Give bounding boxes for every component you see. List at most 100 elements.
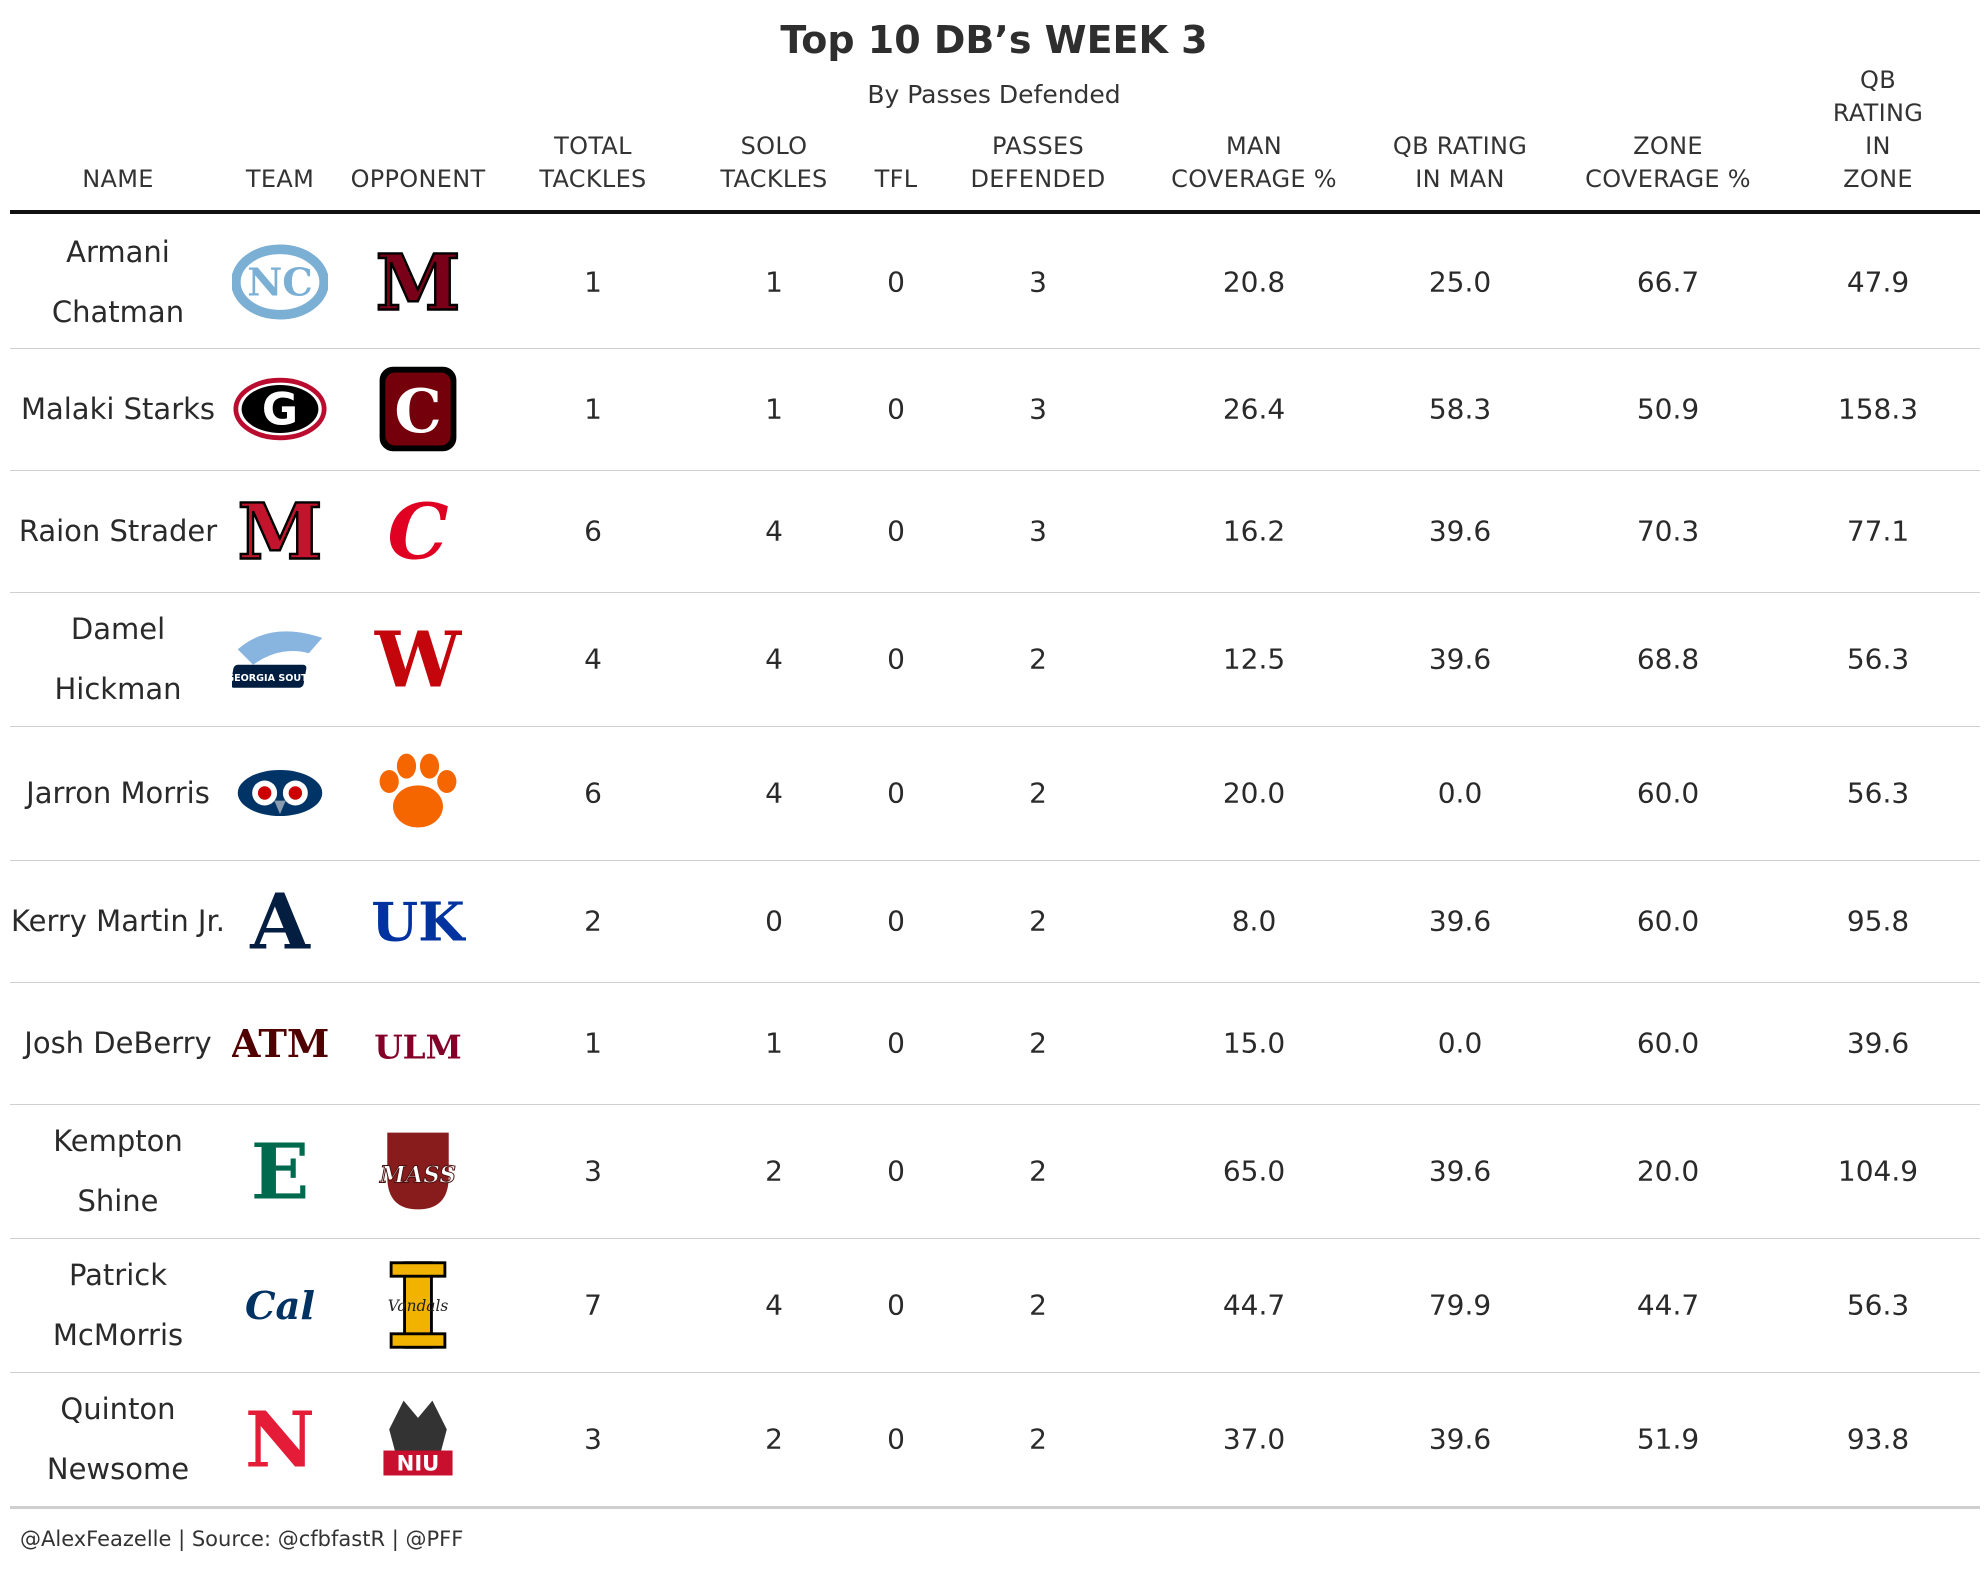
player-name: Armani Chatman bbox=[51, 235, 185, 329]
cell-man-coverage: 8.0 bbox=[1231, 904, 1277, 938]
umass-logo: MASS bbox=[370, 1123, 466, 1219]
cell-qb-rating-zone: 158.3 bbox=[1837, 392, 1919, 426]
cell-qb-rating-zone: 56.3 bbox=[1846, 776, 1910, 810]
eastern-michigan-logo: E bbox=[232, 1123, 328, 1219]
cell-qb-rating-man: 0.0 bbox=[1437, 776, 1483, 810]
cell-total-tackles: 4 bbox=[584, 642, 602, 676]
cell-qb-rating-man: 39.6 bbox=[1428, 1422, 1492, 1456]
team-logo-icon bbox=[237, 769, 323, 817]
cell-qb-rating-zone: 56.3 bbox=[1846, 642, 1910, 676]
cell-solo-tackles: 4 bbox=[765, 642, 783, 676]
cell-zone-coverage: 66.7 bbox=[1636, 265, 1700, 299]
chart-title: Top 10 DB’s WEEK 3 bbox=[780, 18, 1208, 62]
cell-solo-tackles: 4 bbox=[765, 514, 783, 548]
cell-solo-tackles: 1 bbox=[765, 265, 783, 299]
opponent-logo-icon: C bbox=[379, 366, 457, 452]
header-total-tackles: TOTAL TACKLES bbox=[539, 132, 647, 193]
svg-text:NC: NC bbox=[247, 260, 313, 305]
table-header: NAME TEAM OPPONENT TOTAL TACKLES SOLO TA… bbox=[10, 66, 1980, 214]
cell-qb-rating-man: 79.9 bbox=[1428, 1288, 1492, 1322]
cell-tfl: 0 bbox=[887, 1154, 905, 1188]
clemson-paw-logo bbox=[370, 745, 466, 841]
opponent-logo-icon: MASS bbox=[378, 1132, 457, 1210]
cell-zone-coverage: 44.7 bbox=[1636, 1288, 1700, 1322]
table-row: Kempton Shine E MASS 3 2 0 2 65.0 39.6 20.0 104.9 bbox=[10, 1104, 1980, 1239]
cell-tfl: 0 bbox=[887, 776, 905, 810]
cell-man-coverage: 12.5 bbox=[1222, 642, 1286, 676]
cell-solo-tackles: 2 bbox=[765, 1422, 783, 1456]
south-carolina-logo: C bbox=[370, 361, 466, 457]
header-solo-tackles: SOLO TACKLES bbox=[720, 132, 828, 193]
cal-logo: Cal bbox=[232, 1257, 328, 1353]
cell-total-tackles: 1 bbox=[584, 265, 602, 299]
cell-total-tackles: 1 bbox=[584, 1026, 602, 1060]
opponent-logo-icon: ULM bbox=[374, 1027, 462, 1066]
table-row: Josh DeBerry ATM ULM 1 1 0 2 15.0 0.0 60.0 39.6 bbox=[10, 982, 1980, 1105]
svg-text:M: M bbox=[238, 488, 323, 578]
cell-zone-coverage: 60.0 bbox=[1636, 776, 1700, 810]
cincinnati-logo: C bbox=[370, 483, 466, 579]
ulm-logo: ULM bbox=[370, 995, 466, 1091]
table-row: Raion Strader M C 6 4 0 3 16.2 39.6 70.3 77.1 bbox=[10, 470, 1980, 593]
svg-text:W: W bbox=[374, 616, 463, 706]
cell-solo-tackles: 1 bbox=[765, 392, 783, 426]
cell-qb-rating-zone: 77.1 bbox=[1846, 514, 1910, 548]
player-name: Kempton Shine bbox=[53, 1124, 183, 1218]
cell-man-coverage: 65.0 bbox=[1222, 1154, 1286, 1188]
cell-zone-coverage: 68.8 bbox=[1636, 642, 1700, 676]
opponent-logo-icon: Vandals bbox=[388, 1261, 448, 1349]
team-logo-icon: GEORGIA SOUTHERN bbox=[232, 631, 328, 688]
cell-passes-defended: 2 bbox=[1029, 904, 1047, 938]
cell-passes-defended: 3 bbox=[1029, 392, 1047, 426]
team-logo-icon: G bbox=[233, 377, 327, 441]
player-name: Raion Strader bbox=[18, 514, 218, 548]
player-name: Patrick McMorris bbox=[52, 1258, 184, 1352]
cell-qb-rating-man: 0.0 bbox=[1437, 1026, 1483, 1060]
cell-zone-coverage: 20.0 bbox=[1636, 1154, 1700, 1188]
cell-tfl: 0 bbox=[887, 642, 905, 676]
player-name: Josh DeBerry bbox=[24, 1026, 212, 1060]
team-logo-icon: E bbox=[251, 1128, 310, 1218]
cell-zone-coverage: 60.0 bbox=[1636, 1026, 1700, 1060]
table-row: Kerry Martin Jr. A UK 2 0 0 2 8.0 39.6 60.0 95.8 bbox=[10, 860, 1980, 983]
cell-qb-rating-zone: 39.6 bbox=[1846, 1026, 1910, 1060]
cell-solo-tackles: 4 bbox=[765, 776, 783, 810]
header-qb-rating-zone: QB RATING IN ZONE bbox=[1832, 66, 1924, 193]
svg-text:GEORGIA SOUTHERN: GEORGIA SOUTHERN bbox=[232, 673, 328, 684]
cell-tfl: 0 bbox=[887, 1288, 905, 1322]
wisconsin-logo: W bbox=[370, 611, 466, 707]
table-row: Jarron Morris 6 4 0 2 20.0 0.0 60.0 56.3 bbox=[10, 726, 1980, 861]
cell-tfl: 0 bbox=[887, 904, 905, 938]
svg-text:E: E bbox=[251, 1128, 310, 1218]
cell-qb-rating-zone: 56.3 bbox=[1846, 1288, 1910, 1322]
opponent-logo-icon bbox=[379, 753, 457, 828]
svg-text:N: N bbox=[245, 1396, 315, 1486]
cell-qb-rating-man: 39.6 bbox=[1428, 514, 1492, 548]
svg-text:A: A bbox=[249, 878, 311, 968]
cell-qb-rating-man: 39.6 bbox=[1428, 642, 1492, 676]
player-name: Malaki Starks bbox=[20, 392, 216, 426]
svg-text:ULM: ULM bbox=[374, 1027, 462, 1066]
minnesota-logo: M bbox=[370, 234, 466, 330]
georgia-logo: G bbox=[232, 361, 328, 457]
player-name: Quinton Newsome bbox=[46, 1392, 190, 1486]
cell-qb-rating-zone: 93.8 bbox=[1846, 1422, 1910, 1456]
cell-qb-rating-zone: 47.9 bbox=[1846, 265, 1910, 299]
akron-logo: A bbox=[232, 873, 328, 969]
cell-qb-rating-man: 25.0 bbox=[1428, 265, 1492, 299]
header-qb-rating-man: QB RATING IN MAN bbox=[1392, 132, 1528, 193]
table-row: Malaki Starks G C 1 1 0 3 26.4 58.3 50.9 158.3 bbox=[10, 348, 1980, 471]
unc-logo: NC bbox=[232, 234, 328, 330]
header-opponent: OPPONENT bbox=[350, 165, 486, 193]
cell-qb-rating-zone: 95.8 bbox=[1846, 904, 1910, 938]
cell-qb-rating-man: 58.3 bbox=[1428, 392, 1492, 426]
texas-am-logo: ATM bbox=[232, 995, 328, 1091]
cell-man-coverage: 26.4 bbox=[1222, 392, 1286, 426]
svg-text:Cal: Cal bbox=[245, 1284, 315, 1329]
cell-man-coverage: 44.7 bbox=[1222, 1288, 1286, 1322]
cell-man-coverage: 20.0 bbox=[1222, 776, 1286, 810]
table-row: Patrick McMorris Cal Vandals 7 4 0 2 44.7 79.9 44… bbox=[10, 1238, 1980, 1373]
cell-solo-tackles: 0 bbox=[765, 904, 783, 938]
svg-text:NIU: NIU bbox=[397, 1451, 440, 1476]
